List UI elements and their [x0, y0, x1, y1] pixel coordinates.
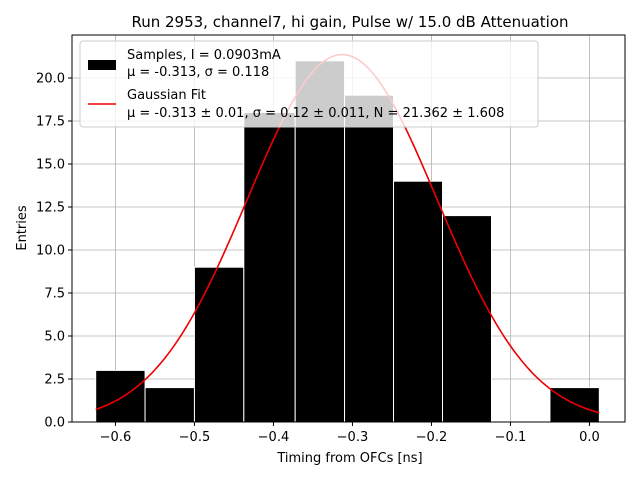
legend-fit-line1: Gaussian Fit: [127, 88, 206, 103]
y-tick-label: 7.5: [44, 287, 65, 302]
histogram-bar: [193, 266, 245, 423]
histogram-bar: [144, 387, 195, 423]
x-tick-label: −0.2: [416, 430, 448, 445]
x-tick-label: −0.1: [495, 430, 527, 445]
y-tick-label: 0.0: [44, 416, 65, 431]
y-tick-label: 17.5: [36, 115, 65, 130]
y-axis-ticks: 0.0 2.5 5.0 7.5 10.0 12.5 15.0 17.5 20.0: [36, 72, 72, 431]
histogram-bar: [95, 369, 146, 423]
y-tick-label: 12.5: [36, 201, 65, 216]
legend: Samples, I = 0.0903mA μ = -0.313, σ = 0.…: [79, 40, 539, 128]
x-tick-label: −0.3: [337, 430, 369, 445]
plot-frame: [71, 34, 626, 423]
legend-fit-line2: μ = -0.313 ± 0.01, σ = 0.12 ± 0.011, N =…: [127, 106, 504, 121]
y-tick-label: 15.0: [36, 158, 65, 173]
histogram-bar: [442, 215, 492, 423]
histogram-bar: [549, 387, 600, 423]
y-axis-label: Entries: [15, 205, 30, 251]
x-axis-ticks: −0.6 −0.5 −0.4 −0.3 −0.2 −0.1 0.0: [100, 422, 600, 445]
y-tick-label: 10.0: [36, 244, 65, 259]
y-tick-label: 5.0: [44, 330, 65, 345]
legend-box: [79, 40, 539, 128]
histogram-bar: [344, 94, 395, 423]
x-tick-label: 0.0: [579, 430, 600, 445]
histogram-bar: [393, 180, 444, 423]
histogram-bar: [243, 111, 296, 423]
x-tick-label: −0.4: [258, 430, 290, 445]
legend-samples-line1: Samples, I = 0.0903mA: [127, 48, 281, 63]
chart-title: Run 2953, channel7, hi gain, Pulse w/ 15…: [131, 13, 568, 31]
y-tick-label: 20.0: [36, 72, 65, 87]
legend-samples-swatch: [88, 60, 116, 70]
y-tick-label: 2.5: [44, 373, 65, 388]
x-axis-label: Timing from OFCs [ns]: [276, 451, 422, 466]
x-tick-label: −0.5: [179, 430, 211, 445]
legend-samples-line2: μ = -0.313, σ = 0.118: [127, 65, 269, 80]
x-tick-label: −0.6: [100, 430, 132, 445]
